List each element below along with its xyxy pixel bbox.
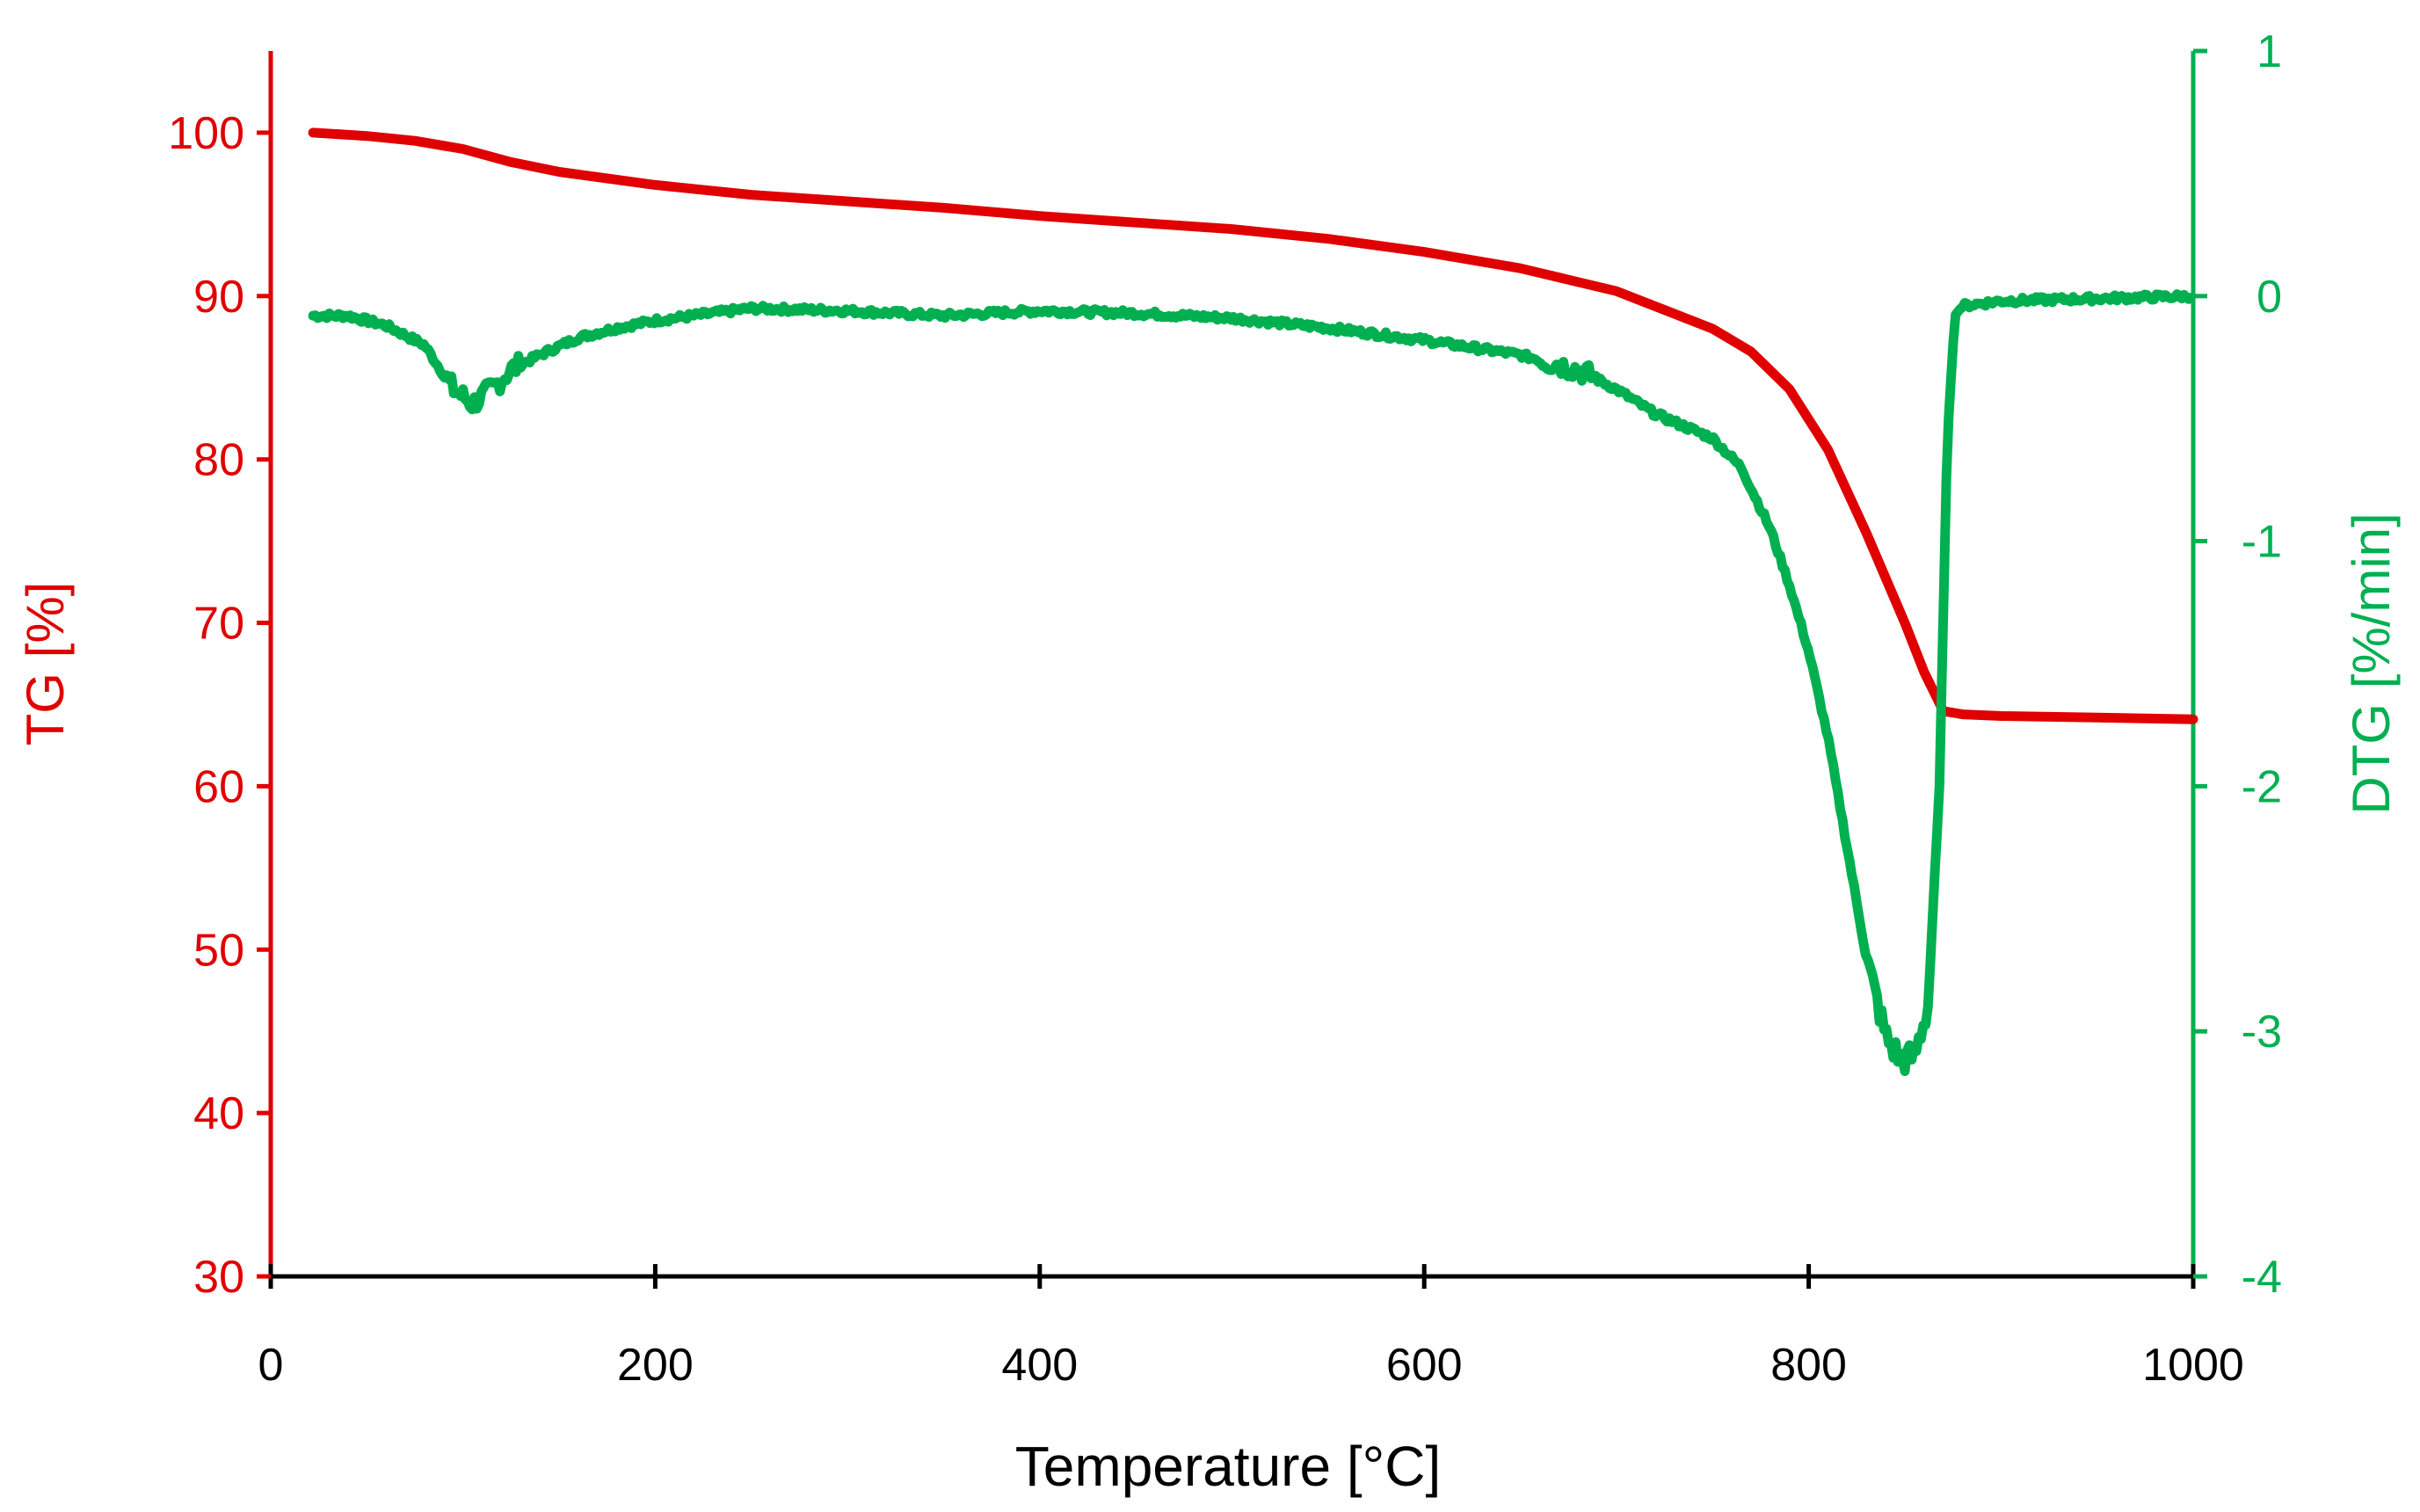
y-right-tick-label: -1	[2242, 517, 2282, 568]
tick-marks	[257, 48, 2207, 1289]
x-tick-label: 1000	[2142, 1340, 2244, 1391]
y-left-tick-label: 60	[193, 761, 244, 812]
x-tick-label: 400	[1001, 1340, 1078, 1391]
y-left-tick-label: 50	[193, 925, 244, 976]
y-right-tick-label: -2	[2242, 761, 2282, 812]
y-left-tick-label: 70	[193, 599, 244, 650]
y-left-tick-label: 40	[193, 1088, 244, 1139]
y-right-tick-label: 0	[2256, 272, 2282, 323]
y-right-tick-labels: -4 -3 -2 -1 0 1	[2242, 26, 2282, 1303]
y-left-tick-label: 30	[193, 1252, 244, 1303]
x-axis-label: Temperature [°C]	[1015, 1435, 1441, 1498]
x-tick-label: 200	[617, 1340, 694, 1391]
tg-series-line	[308, 127, 2198, 724]
y-left-tick-label: 90	[193, 272, 244, 323]
y-right-axis-label: DTG [%/min]	[2342, 512, 2401, 814]
x-tick-label: 0	[258, 1340, 284, 1391]
y-left-tick-label: 100	[168, 108, 244, 159]
y-right-tick-label: -3	[2242, 1007, 2282, 1058]
y-right-tick-label: 1	[2256, 26, 2282, 77]
x-tick-label: 600	[1386, 1340, 1463, 1391]
y-left-axis-label: TG [%]	[16, 582, 75, 746]
dtg-series-line	[308, 289, 2196, 1076]
x-tick-labels: 0 200 400 600 800 1000	[258, 1340, 2244, 1391]
y-left-tick-label: 80	[193, 435, 244, 486]
y-left-tick-labels: 30 40 50 60 70 80 90 100	[168, 108, 244, 1303]
x-tick-label: 800	[1770, 1340, 1847, 1391]
y-right-tick-label: -4	[2242, 1252, 2282, 1303]
